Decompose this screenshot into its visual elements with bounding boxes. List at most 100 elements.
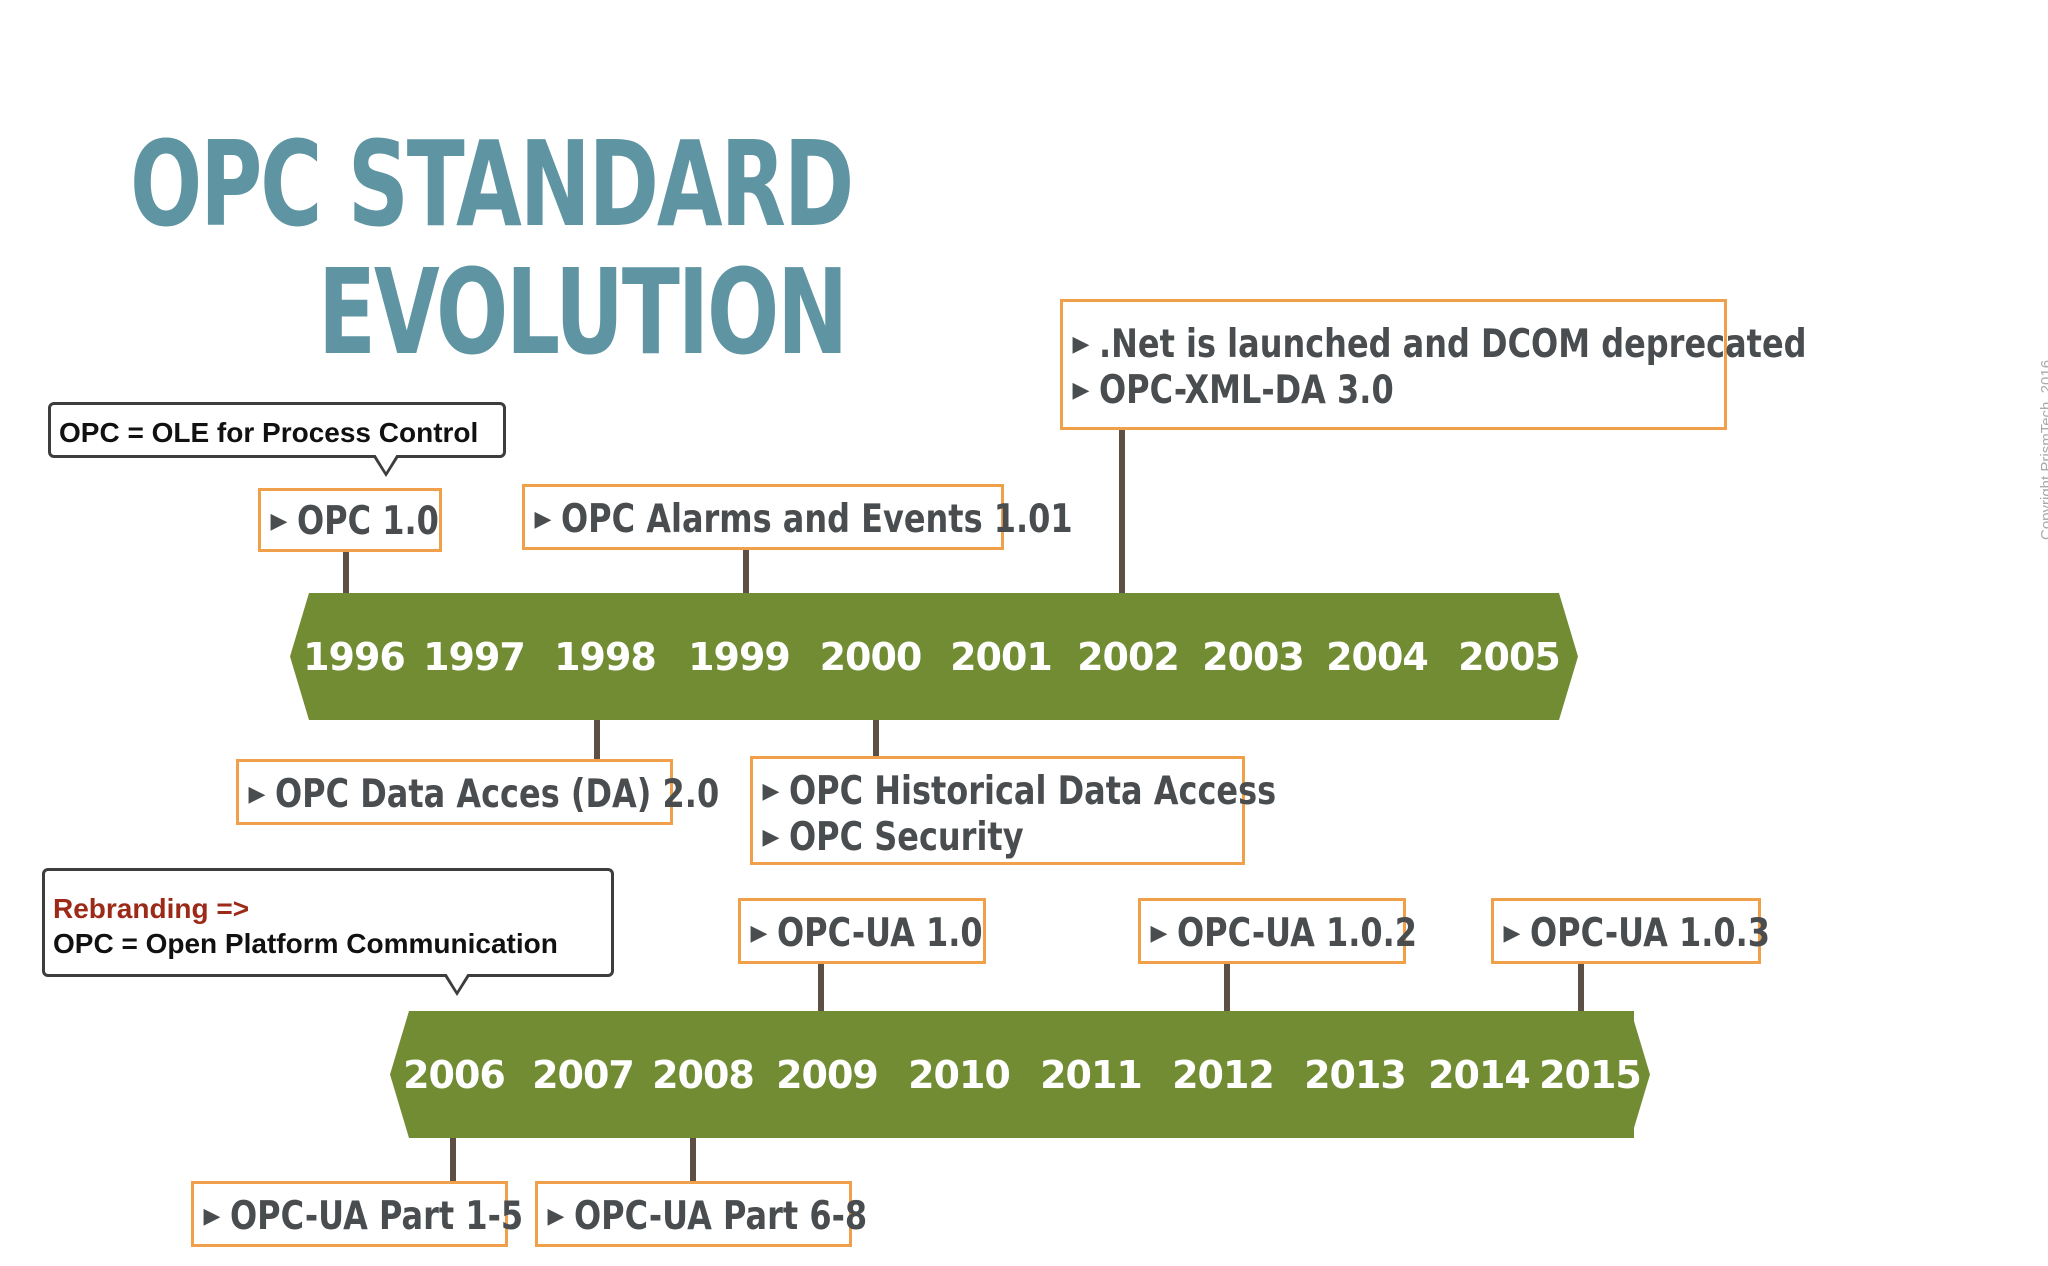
note-text: OPC-UA Part 6-8: [574, 1193, 868, 1239]
note-text: OPC-UA 1.0: [777, 910, 983, 956]
note-line: ▶ OPC-UA 1.0: [741, 910, 1028, 956]
bullet-arrow-icon: ▶: [1503, 920, 1521, 946]
note-text: .Net is launched and DCOM deprecated: [1099, 321, 1807, 367]
year-label: 1996: [303, 634, 405, 679]
callout-opc-definition: OPC = OLE for Process Control: [48, 402, 506, 477]
bullet-arrow-icon: ▶: [762, 824, 780, 850]
year-label: 2015: [1539, 1052, 1641, 1097]
year-label: 2004: [1326, 634, 1428, 679]
note-line: ▶ OPC 1.0: [261, 498, 470, 544]
note-ua-part15: ▶ OPC-UA Part 1-5: [191, 1181, 523, 1247]
rebranding-label: Rebranding =>: [53, 893, 250, 924]
callout-text: OPC = OLE for Process Control: [59, 417, 479, 448]
note-data-access: ▶ OPC Data Acces (DA) 2.0: [236, 759, 719, 825]
stem-ua-part15: [450, 1136, 456, 1184]
stem-2002: [1119, 428, 1125, 596]
note-line: ▶ OPC Data Acces (DA) 2.0: [239, 771, 817, 817]
bullet-arrow-icon: ▶: [270, 508, 288, 534]
note-2002-events: ▶ .Net is launched and DCOM deprecated ▶…: [1060, 299, 1807, 430]
bullet-arrow-icon: ▶: [762, 778, 780, 804]
bullet-arrow-icon: ▶: [1150, 920, 1168, 946]
note-line: ▶ OPC-UA 1.0.2: [1141, 910, 1470, 956]
note-text: OPC-UA 1.0.3: [1530, 910, 1771, 956]
year-label: 2012: [1172, 1052, 1274, 1097]
note-text: OPC-XML-DA 3.0: [1099, 367, 1394, 413]
year-2011: 2011: [1022, 1011, 1160, 1138]
title-line-1: OPC STANDARD: [130, 115, 854, 253]
note-line: ▶ .Net is launched and DCOM deprecated: [1063, 321, 1962, 367]
note-line: ▶ OPC Alarms and Events 1.01: [525, 496, 1185, 542]
year-label: 2007: [532, 1052, 634, 1097]
stem-ua-part68: [690, 1136, 696, 1184]
note-line: ▶ OPC-UA 1.0.3: [1494, 910, 1823, 956]
year-2009: 2009: [758, 1011, 896, 1138]
note-ua103: ▶ OPC-UA 1.0.3: [1491, 898, 1770, 964]
stem-alarms-events: [743, 548, 749, 596]
year-2015: 2015: [1530, 1011, 1650, 1138]
note-line: ▶ OPC-UA Part 6-8: [538, 1193, 931, 1239]
year-2007: 2007: [514, 1011, 652, 1138]
year-label: 2000: [819, 634, 922, 679]
note-ua10: ▶ OPC-UA 1.0: [738, 898, 986, 964]
note-text: OPC Alarms and Events 1.01: [561, 496, 1073, 542]
year-label: 1997: [423, 634, 525, 679]
year-label: 2002: [1077, 634, 1179, 679]
year-label: 2003: [1202, 634, 1304, 679]
bullet-arrow-icon: ▶: [547, 1203, 565, 1229]
stem-ua103: [1578, 962, 1584, 1014]
bullet-arrow-icon: ▶: [750, 920, 768, 946]
year-1996: 1996: [290, 593, 418, 720]
year-1997: 1997: [410, 593, 538, 720]
year-2002: 2002: [1064, 593, 1192, 720]
year-2008: 2008: [644, 1011, 762, 1138]
year-2000: 2000: [802, 593, 939, 720]
stem-opc10: [343, 550, 349, 596]
year-label: 2001: [950, 634, 1052, 679]
stem-ua10: [818, 962, 824, 1014]
year-label: 2013: [1304, 1052, 1406, 1097]
year-2003: 2003: [1184, 593, 1322, 720]
bullet-arrow-icon: ▶: [1072, 377, 1090, 403]
copyright-text: Copyright PrismTech, 2016: [2038, 359, 2048, 540]
note-line: ▶ OPC-UA Part 1-5: [194, 1193, 587, 1239]
year-label: 2014: [1428, 1052, 1530, 1097]
year-label: 2006: [403, 1052, 505, 1097]
year-label: 2011: [1040, 1052, 1142, 1097]
rebranding-text: OPC = Open Platform Communication: [53, 928, 558, 959]
year-label: 2009: [776, 1052, 878, 1097]
year-2010: 2010: [890, 1011, 1028, 1138]
year-label: 2005: [1458, 634, 1560, 679]
year-2001: 2001: [932, 593, 1070, 720]
note-text: OPC Security: [789, 814, 1024, 860]
note-text: OPC-UA Part 1-5: [230, 1193, 524, 1239]
year-label: 2008: [652, 1052, 754, 1097]
callout-pointer-inner: [446, 973, 468, 991]
note-line: ▶ OPC Security: [753, 814, 1075, 860]
year-label: 1998: [554, 634, 656, 679]
stem-data-access: [594, 718, 600, 760]
year-2012: 2012: [1154, 1011, 1292, 1138]
note-text: OPC Historical Data Access: [789, 768, 1277, 814]
note-line: ▶ OPC Historical Data Access: [753, 768, 1383, 814]
year-label: 1999: [688, 634, 790, 679]
note-text: OPC Data Acces (DA) 2.0: [275, 771, 720, 817]
title-line-2: EVOLUTION: [318, 243, 848, 381]
stem-ua102: [1224, 962, 1230, 1014]
bullet-arrow-icon: ▶: [203, 1203, 221, 1229]
note-ua-part68: ▶ OPC-UA Part 6-8: [535, 1181, 867, 1247]
note-opc10: ▶ OPC 1.0: [258, 488, 442, 552]
callout-pointer-inner: [375, 454, 397, 472]
note-text: OPC-UA 1.0.2: [1177, 910, 1418, 956]
note-alarms-events: ▶ OPC Alarms and Events 1.01: [522, 484, 1073, 550]
note-text: OPC 1.0: [297, 498, 439, 544]
year-1998: 1998: [535, 593, 675, 720]
note-ua102: ▶ OPC-UA 1.0.2: [1138, 898, 1417, 964]
callout-rebranding: Rebranding => OPC = Open Platform Commun…: [42, 868, 614, 996]
year-1999: 1999: [670, 593, 808, 720]
note-line: ▶ OPC-XML-DA 3.0: [1063, 367, 1458, 413]
year-2006: 2006: [390, 1011, 518, 1138]
stem-historical: [873, 718, 879, 758]
year-2004: 2004: [1308, 593, 1446, 720]
bullet-arrow-icon: ▶: [534, 506, 552, 532]
bullet-arrow-icon: ▶: [248, 781, 266, 807]
